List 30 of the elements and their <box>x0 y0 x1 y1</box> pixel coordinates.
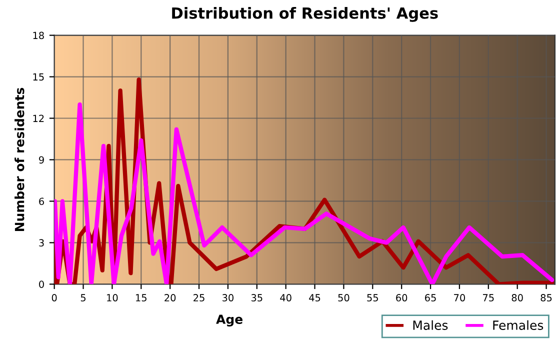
chart-title: Distribution of Residents' Ages <box>172 7 438 22</box>
x-tick-label: 50 <box>338 294 350 302</box>
y-tick-label: 6 <box>39 198 44 206</box>
y-tick-label: 3 <box>39 239 44 247</box>
x-tick-label: 85 <box>540 294 552 302</box>
y-tick-label: 18 <box>33 32 44 40</box>
x-tick-label: 10 <box>107 294 118 302</box>
x-tick-label: 60 <box>396 294 408 302</box>
x-tick-label: 45 <box>309 294 320 302</box>
x-tick-label: 75 <box>483 294 494 302</box>
x-tick-label: 35 <box>251 294 262 302</box>
x-tick-label: 55 <box>367 294 378 302</box>
y-tick-label: 9 <box>39 156 44 164</box>
x-tick-label: 70 <box>454 294 465 302</box>
x-tick-label: 65 <box>425 294 436 302</box>
y-tick-label: 15 <box>33 73 44 81</box>
y-tick-label: 0 <box>39 280 44 288</box>
x-tick-label: 0 <box>52 294 57 302</box>
x-tick-label: 20 <box>164 294 176 302</box>
x-tick-label: 40 <box>280 294 292 302</box>
x-tick-label: 5 <box>80 294 86 302</box>
y-tick-label: 12 <box>33 114 44 122</box>
y-axis-title: Number of residents <box>14 88 24 231</box>
x-tick-label: 30 <box>222 294 234 302</box>
x-axis-title: Age <box>216 314 242 327</box>
x-tick-label: 80 <box>512 294 523 302</box>
x-tick-label: 15 <box>136 294 146 302</box>
legend-label: Females <box>493 320 544 330</box>
x-tick-label: 25 <box>194 294 204 302</box>
legend-label: Males <box>413 320 448 330</box>
